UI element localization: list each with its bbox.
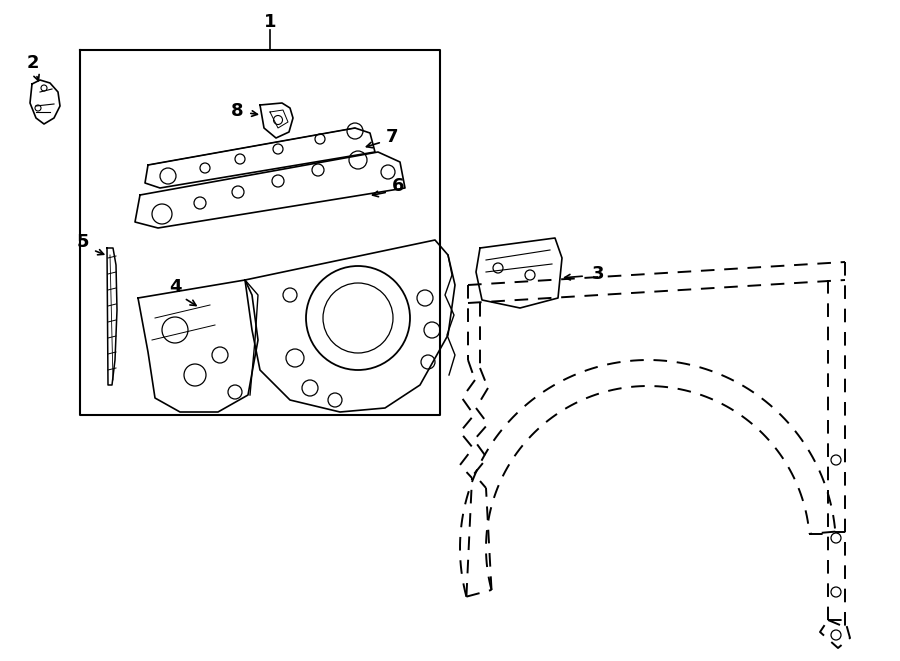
Text: 6: 6 [392,177,404,195]
Text: 8: 8 [230,102,243,120]
Text: 3: 3 [592,265,604,283]
Text: 5: 5 [76,233,89,251]
Text: 7: 7 [386,128,398,146]
Text: 2: 2 [27,54,40,72]
Text: 4: 4 [169,278,181,296]
Text: 1: 1 [264,13,276,31]
